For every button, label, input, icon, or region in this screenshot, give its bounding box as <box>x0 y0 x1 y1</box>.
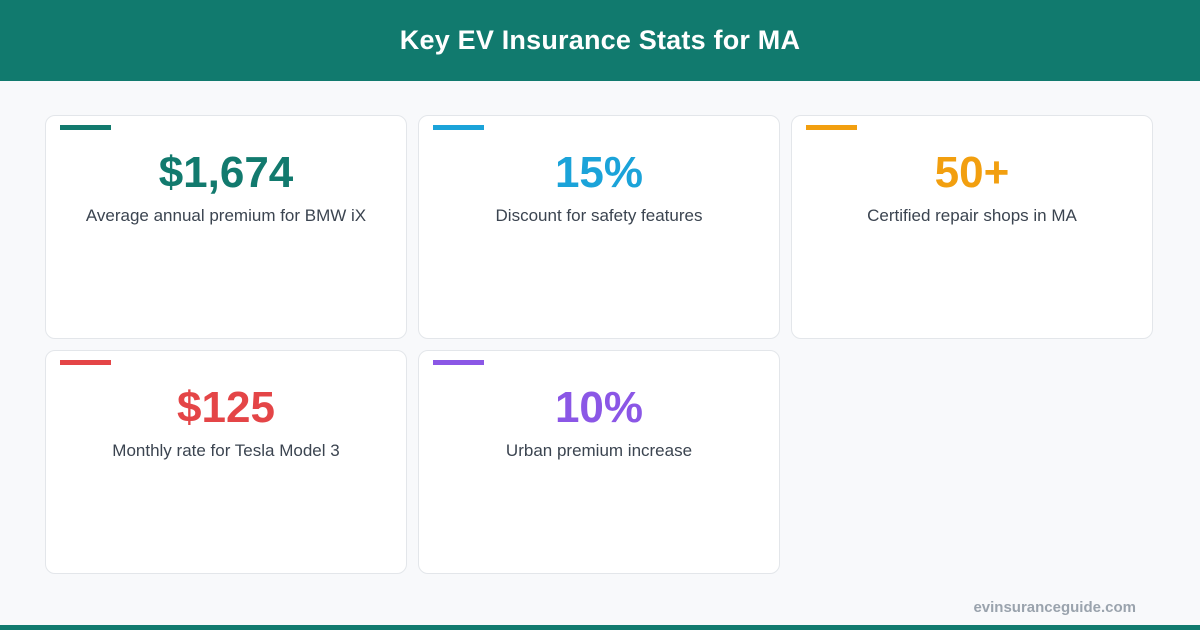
card-accent-bar <box>433 125 484 130</box>
stat-label: Urban premium increase <box>505 441 693 460</box>
bottom-border-bar <box>0 625 1200 630</box>
card-accent-bar <box>433 360 484 365</box>
stat-card-safety-discount: 15% Discount for safety features <box>418 115 780 339</box>
stat-label: Certified repair shops in MA <box>867 206 1077 225</box>
card-accent-bar <box>806 125 857 130</box>
page-title: Key EV Insurance Stats for MA <box>399 25 801 55</box>
stat-card-urban-increase: 10% Urban premium increase <box>418 350 780 574</box>
stat-card-bmw-premium: $1,674 Average annual premium for BMW iX <box>45 115 407 339</box>
card-accent-bar <box>60 360 111 365</box>
stat-value: $1,674 <box>158 148 294 197</box>
stat-value: $125 <box>177 383 275 432</box>
header-banner: Key EV Insurance Stats for MA <box>0 0 1200 81</box>
stat-label: Monthly rate for Tesla Model 3 <box>112 441 340 460</box>
stat-label: Discount for safety features <box>495 206 703 225</box>
stat-card-tesla-monthly: $125 Monthly rate for Tesla Model 3 <box>45 350 407 574</box>
stat-value: 50+ <box>934 148 1010 197</box>
stat-label: Average annual premium for BMW iX <box>85 206 367 225</box>
stat-value: 10% <box>554 383 644 432</box>
site-watermark: evinsuranceguide.com <box>973 599 1136 616</box>
stat-card-repair-shops: 50+ Certified repair shops in MA <box>791 115 1153 339</box>
card-accent-bar <box>60 125 111 130</box>
stat-value: 15% <box>554 148 644 197</box>
